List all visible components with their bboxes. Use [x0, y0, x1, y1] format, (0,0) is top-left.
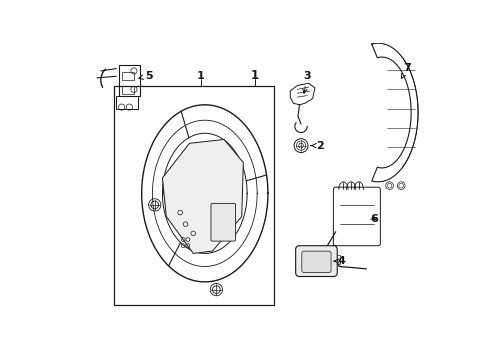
Bar [118, 65, 140, 95]
Text: 6: 6 [369, 214, 377, 224]
Bar [114, 86, 274, 305]
FancyBboxPatch shape [210, 203, 235, 241]
Bar [327, 255, 339, 264]
Bar [122, 72, 134, 80]
Bar [116, 95, 138, 109]
Text: 3: 3 [302, 71, 310, 93]
Text: 2: 2 [310, 141, 324, 150]
Bar [122, 86, 134, 94]
Text: 4: 4 [333, 256, 345, 266]
Text: 1: 1 [197, 71, 204, 81]
Text: 1: 1 [250, 69, 258, 82]
FancyBboxPatch shape [301, 251, 330, 273]
Polygon shape [162, 139, 243, 253]
FancyBboxPatch shape [295, 246, 337, 276]
Text: 5: 5 [139, 71, 153, 81]
Text: 7: 7 [401, 63, 410, 78]
